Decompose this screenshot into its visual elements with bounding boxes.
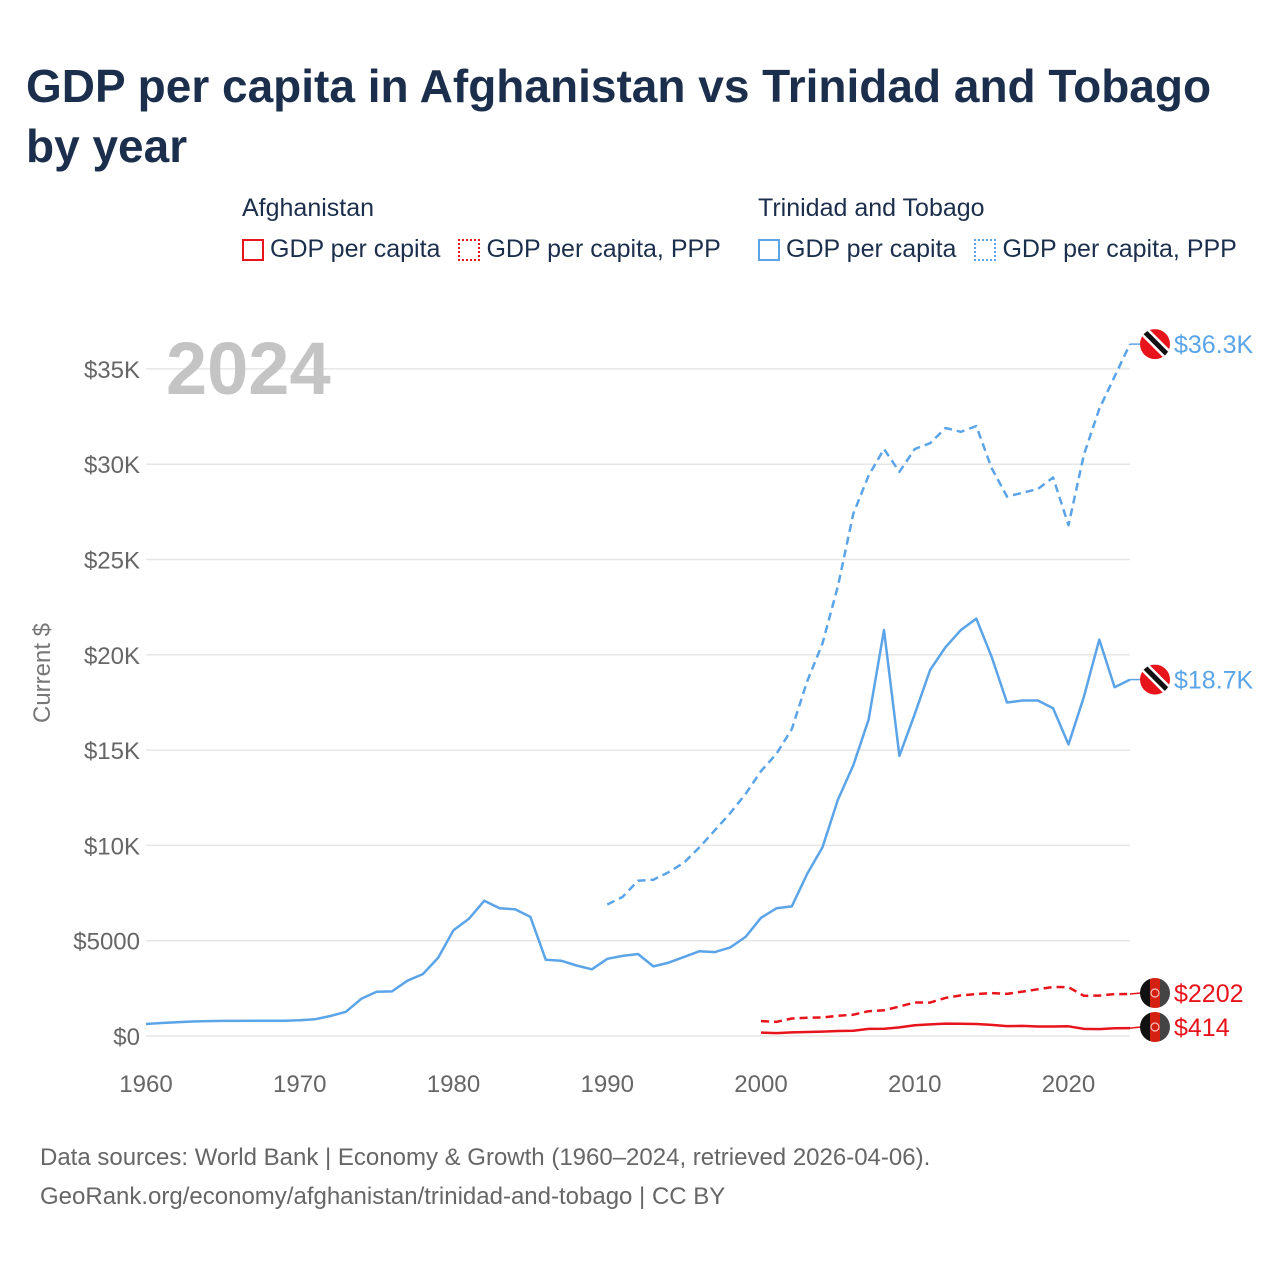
y-tick-label: $35K (84, 357, 140, 384)
x-tick-label: 2020 (1042, 1071, 1095, 1098)
year-watermark: 2024 (166, 327, 331, 410)
y-tick-label: $15K (84, 738, 140, 765)
flag-red (1150, 978, 1160, 1008)
flag-body (1140, 664, 1170, 695)
legend-label: GDP per capita, PPP (1002, 235, 1237, 263)
end-value-label: $2202 (1174, 980, 1244, 1008)
legend-item-tt-ppp[interactable]: GDP per capita, PPP (974, 235, 1237, 264)
y-tick-label: $5000 (73, 929, 140, 956)
series-line-1 (606, 343, 1132, 906)
flag-emblem (1150, 988, 1160, 998)
legend-swatch-solid (758, 238, 780, 261)
flag-black (1140, 978, 1150, 1008)
flag-right (1160, 1012, 1170, 1042)
series-line-0 (145, 617, 1131, 1026)
footer: Data sources: World Bank | Economy & Gro… (40, 1138, 930, 1216)
y-tick-label: $10K (84, 833, 140, 860)
x-tick-label: 1990 (581, 1071, 634, 1098)
legend-swatch-solid (242, 238, 264, 261)
legend-item-tt-gdp[interactable]: GDP per capita (758, 235, 956, 264)
legend-swatch-dotted (974, 238, 997, 261)
afghanistan-flag-icon (1140, 1012, 1170, 1042)
x-tick-label: 2010 (888, 1071, 941, 1098)
data-sources: Data sources: World Bank | Economy & Gro… (40, 1144, 931, 1171)
end-value-label: $18.7K (1174, 667, 1254, 695)
legend-group-afghanistan: Afghanistan GDP per capita GDP per capit… (242, 194, 721, 264)
trinidad-flag-icon (1140, 664, 1170, 695)
legend-group-title: Trinidad and Tobago (758, 194, 985, 222)
legend-label: GDP per capita (270, 235, 441, 263)
legend-item-af-gdp[interactable]: GDP per capita (242, 235, 440, 264)
legend-label: GDP per capita (786, 235, 957, 263)
flag-emblem (1150, 1022, 1160, 1032)
afghanistan-flag-icon (1140, 978, 1170, 1008)
legend-swatch-dotted (458, 238, 481, 261)
y-axis-label: Current $ (29, 623, 56, 723)
x-tick-label: 2000 (734, 1071, 787, 1098)
legend-item-af-ppp[interactable]: GDP per capita, PPP (458, 235, 721, 264)
chart-title: GDP per capita in Afghanistan vs Trinida… (26, 60, 1212, 172)
flag-black-stripe (1141, 664, 1170, 694)
flag-body (1140, 1012, 1170, 1042)
legend-group-title: Afghanistan (242, 194, 375, 222)
legend-group-trinidad: Trinidad and Tobago GDP per capita GDP p… (758, 194, 1237, 264)
flag-black (1140, 1012, 1150, 1042)
y-tick-label: $25K (84, 548, 140, 575)
end-connector (1129, 992, 1142, 995)
end-value-label: $36.3K (1174, 331, 1254, 359)
y-tick-label: $30K (84, 452, 140, 479)
series-line-3 (760, 985, 1131, 1024)
source-link[interactable]: GeoRank.org/economy/afghanistan/trinidad… (40, 1183, 726, 1210)
flag-body (1140, 978, 1170, 1008)
series-line-2 (760, 1022, 1131, 1035)
flag-black-stripe (1141, 329, 1170, 358)
x-tick-label: 1970 (273, 1071, 326, 1098)
x-tick-label: 1980 (427, 1071, 480, 1098)
end-connector (1129, 1026, 1142, 1029)
y-tick-label: $0 (113, 1024, 140, 1051)
end-value-label: $414 (1174, 1014, 1230, 1042)
trinidad-flag-icon (1140, 329, 1170, 360)
x-tick-label: 1960 (119, 1071, 172, 1098)
legend-label: GDP per capita, PPP (486, 235, 721, 263)
y-tick-label: $20K (84, 643, 140, 670)
flag-body (1140, 329, 1170, 360)
flag-red (1150, 1012, 1160, 1042)
flag-right (1160, 978, 1170, 1008)
